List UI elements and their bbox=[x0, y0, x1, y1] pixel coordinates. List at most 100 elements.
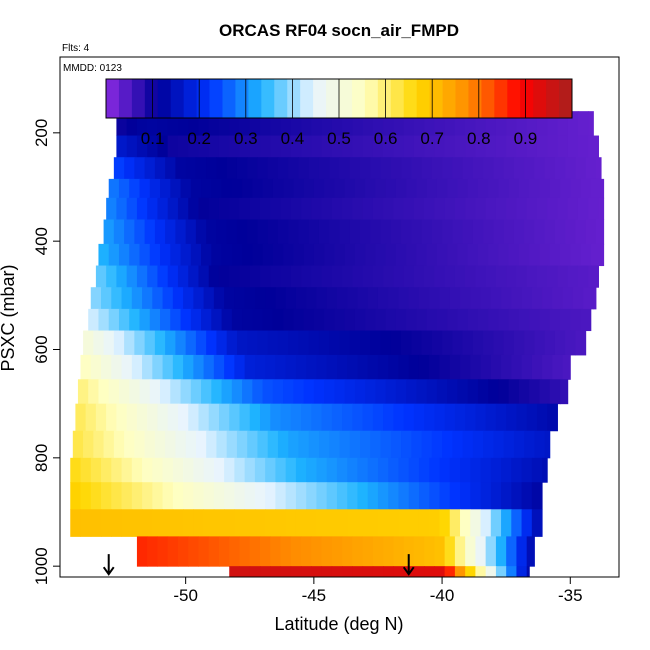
heatmap-cell bbox=[570, 178, 582, 199]
heatmap-cell bbox=[213, 482, 225, 510]
heatmap-cell bbox=[493, 330, 505, 356]
heatmap-cell bbox=[411, 330, 423, 356]
heatmap-cell bbox=[367, 354, 379, 380]
heatmap-cell bbox=[601, 178, 605, 199]
heatmap-cell bbox=[106, 197, 117, 220]
heatmap-cell bbox=[262, 243, 274, 267]
heatmap-cell bbox=[275, 482, 287, 510]
heatmap-cell bbox=[360, 157, 371, 180]
heatmap-cell bbox=[267, 219, 279, 245]
heatmap-cell bbox=[526, 197, 538, 220]
heatmap-cell bbox=[303, 178, 315, 199]
heatmap-cell bbox=[116, 111, 128, 137]
heatmap-cell bbox=[557, 265, 569, 288]
heatmap-cell bbox=[275, 509, 287, 537]
heatmap-cell bbox=[434, 265, 446, 288]
heatmap-cell bbox=[298, 219, 310, 245]
colorbar-swatch bbox=[339, 79, 353, 118]
heatmap-cell bbox=[452, 219, 464, 245]
colorbar-swatch bbox=[429, 79, 443, 118]
heatmap-cell bbox=[519, 178, 530, 199]
heatmap-cell bbox=[526, 536, 535, 567]
heatmap-cell bbox=[513, 157, 525, 180]
heatmap-cell bbox=[308, 219, 320, 245]
heatmap-cell bbox=[175, 430, 187, 459]
y-tick-label: 200 bbox=[32, 119, 51, 147]
heatmap-cell bbox=[383, 566, 394, 577]
heatmap-cell bbox=[431, 430, 443, 459]
heatmap-cell bbox=[131, 457, 143, 483]
heatmap-cell bbox=[393, 135, 405, 158]
heatmap-cell bbox=[413, 135, 425, 158]
heatmap-cell bbox=[501, 287, 512, 310]
heatmap-cell bbox=[226, 330, 238, 356]
heatmap-cell bbox=[395, 178, 407, 199]
heatmap-cell bbox=[465, 135, 476, 158]
heatmap-cell bbox=[260, 403, 271, 432]
heatmap-cell bbox=[413, 111, 425, 137]
heatmap-cell bbox=[111, 354, 123, 380]
heatmap-cell bbox=[519, 308, 530, 332]
heatmap-cell bbox=[124, 430, 135, 459]
heatmap-cell bbox=[524, 430, 535, 459]
heatmap-cell bbox=[349, 157, 361, 180]
heatmap-cell bbox=[288, 430, 299, 459]
heatmap-cell bbox=[324, 178, 335, 199]
heatmap-cell bbox=[521, 457, 533, 483]
heatmap-cell bbox=[554, 157, 566, 180]
heatmap-cell bbox=[180, 308, 192, 332]
heatmap-cell bbox=[393, 566, 405, 577]
heatmap-cell bbox=[116, 135, 128, 158]
heatmap-cell bbox=[124, 330, 135, 356]
heatmap-cell bbox=[531, 482, 543, 510]
y-axis-label: PSXC (mbar) bbox=[0, 264, 18, 371]
heatmap-cell bbox=[218, 536, 230, 567]
heatmap-cell bbox=[239, 265, 251, 288]
heatmap-cell bbox=[398, 457, 410, 483]
y-tick-label: 600 bbox=[32, 335, 51, 363]
heatmap-cell bbox=[85, 403, 97, 432]
heatmap-cell bbox=[316, 354, 328, 380]
heatmap-cell bbox=[242, 379, 253, 405]
heatmap-cell bbox=[452, 430, 464, 459]
heatmap-cell bbox=[493, 157, 505, 180]
heatmap-cell bbox=[301, 403, 312, 432]
heatmap-cell bbox=[354, 178, 366, 199]
heatmap-cell bbox=[377, 354, 389, 380]
colorbar-swatch bbox=[157, 79, 172, 118]
heatmap-cell bbox=[393, 111, 405, 137]
heatmap-cell bbox=[275, 457, 287, 483]
heatmap-cell bbox=[477, 379, 489, 405]
heatmap-cell bbox=[129, 379, 140, 405]
heatmap-cell bbox=[562, 287, 574, 310]
heatmap-cell bbox=[144, 430, 156, 459]
heatmap-cell bbox=[224, 287, 235, 310]
heatmap-cell bbox=[352, 566, 364, 577]
heatmap-cell bbox=[331, 111, 343, 137]
heatmap-cell bbox=[488, 379, 499, 405]
heatmap-cell bbox=[306, 457, 317, 483]
heatmap-cell bbox=[521, 287, 533, 310]
heatmap-cell bbox=[160, 308, 171, 332]
heatmap-cell bbox=[395, 308, 407, 332]
heatmap-cell bbox=[549, 178, 561, 199]
heatmap-cell bbox=[208, 197, 220, 220]
colorbar-swatch bbox=[377, 79, 392, 118]
heatmap-cell bbox=[257, 430, 269, 459]
heatmap-cell bbox=[531, 354, 543, 380]
heatmap-cell bbox=[439, 287, 451, 310]
heatmap-cell bbox=[365, 178, 376, 199]
heatmap-cell bbox=[465, 265, 476, 288]
heatmap-cell bbox=[331, 265, 343, 288]
heatmap-cell bbox=[547, 265, 558, 288]
heatmap-cell bbox=[485, 536, 497, 567]
chart-title: ORCAS RF04 socn_air_FMPD bbox=[219, 21, 459, 40]
heatmap-cell bbox=[413, 197, 425, 220]
heatmap-cell bbox=[257, 157, 269, 180]
heatmap-cell bbox=[303, 308, 315, 332]
heatmap-cell bbox=[367, 509, 379, 537]
colorbar-swatch bbox=[351, 79, 366, 118]
heatmap-cell bbox=[498, 308, 510, 332]
heatmap-cell bbox=[418, 509, 430, 537]
heatmap-cell bbox=[336, 482, 348, 510]
